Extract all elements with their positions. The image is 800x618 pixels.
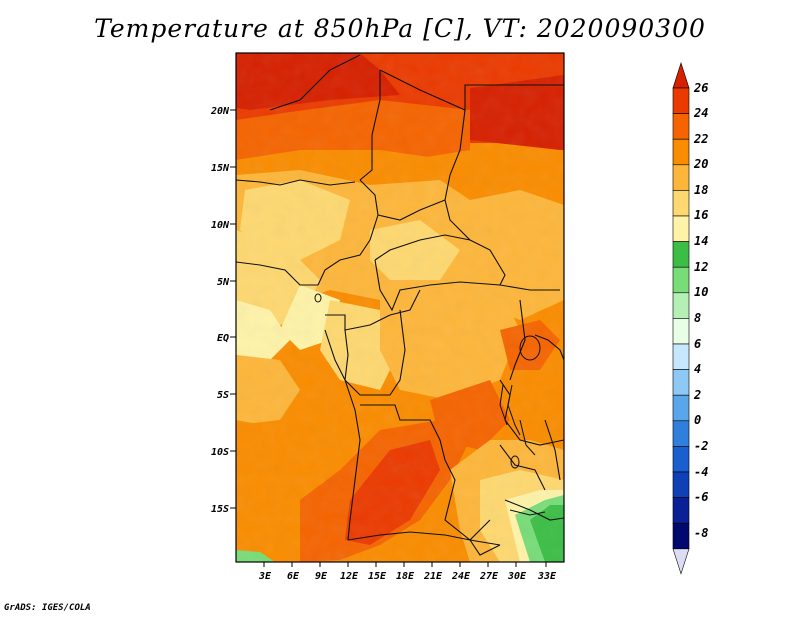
lon-axis	[263, 562, 547, 567]
colorbar-swatch	[672, 138, 690, 166]
lat-label: 15N	[211, 163, 230, 174]
colorbar-label: -8	[694, 526, 708, 540]
colorbar-swatch	[672, 87, 690, 114]
colorbar-swatch	[672, 215, 690, 242]
colorbar-label: 18	[694, 183, 708, 197]
colorbar-label: 12	[694, 260, 708, 274]
lon-label: 33E	[537, 571, 557, 582]
country-borders	[236, 54, 564, 556]
colorbar-swatch	[672, 266, 690, 294]
lat-label: EQ	[217, 333, 229, 344]
lon-label: 21E	[423, 571, 443, 582]
lon-label: 27E	[479, 571, 499, 582]
lat-axis	[230, 109, 236, 509]
colorbar-swatch	[672, 190, 690, 217]
colorbar-label: 0	[694, 413, 701, 427]
lon-label: 6E	[287, 571, 300, 582]
lon-label: 15E	[368, 571, 387, 582]
colorbar-label: -4	[694, 465, 708, 479]
credit-text: GrADS: IGES/COLA	[4, 603, 91, 613]
colorbar-swatch	[672, 292, 690, 319]
colorbar-swatch	[672, 318, 690, 345]
colorbar-swatch	[672, 446, 690, 473]
lakes	[314, 293, 546, 516]
colorbar-top-triangle	[672, 62, 690, 89]
colorbar-swatch	[672, 369, 690, 396]
colorbar: 26 24 22 20 18 16 14 12 10 8 6 4 2 0 -2 …	[672, 62, 708, 575]
colorbar-label: 24	[693, 106, 708, 120]
lon-label: 30E	[507, 571, 527, 582]
colorbar-bottom-triangle	[672, 548, 690, 575]
lon-label: 9E	[315, 571, 328, 582]
colorbar-label: 20	[693, 157, 708, 171]
colorbar-label: 16	[694, 208, 708, 222]
colorbar-label: 4	[694, 362, 701, 376]
lon-label: 3E	[258, 571, 272, 582]
lat-label: 5S	[217, 390, 229, 401]
lat-label: 5N	[217, 277, 230, 288]
colorbar-swatch	[672, 241, 690, 268]
colorbar-swatch	[672, 471, 690, 498]
lat-label: 20N	[210, 106, 230, 117]
colorbar-label: 10	[694, 285, 708, 299]
colorbar-swatch	[672, 522, 690, 550]
colorbar-swatch	[672, 497, 690, 524]
lon-label: 18E	[396, 571, 415, 582]
colorbar-label: 6	[694, 337, 701, 351]
colorbar-swatch	[672, 420, 690, 447]
lon-label: 24E	[451, 571, 471, 582]
colorbar-label: 2	[693, 388, 701, 402]
colorbar-label: 8	[694, 311, 701, 325]
lat-label: 10S	[211, 447, 229, 458]
colorbar-label: 26	[693, 81, 708, 95]
colorbar-swatch	[672, 113, 690, 140]
lon-label: 12E	[340, 571, 359, 582]
colorbar-label: -6	[694, 490, 708, 504]
lat-label: 15S	[211, 504, 229, 515]
colorbar-label: 14	[694, 234, 708, 248]
colorbar-label: -2	[694, 439, 708, 453]
map-title: Temperature at 850hPa [C], VT: 202009030…	[94, 14, 706, 43]
map-frame	[235, 52, 565, 563]
colorbar-label: 22	[693, 132, 708, 146]
colorbar-swatch	[672, 164, 690, 191]
colorbar-swatch	[672, 394, 690, 422]
lat-label: 10N	[211, 220, 230, 231]
colorbar-swatch	[672, 343, 690, 370]
temperature-field	[236, 53, 564, 562]
